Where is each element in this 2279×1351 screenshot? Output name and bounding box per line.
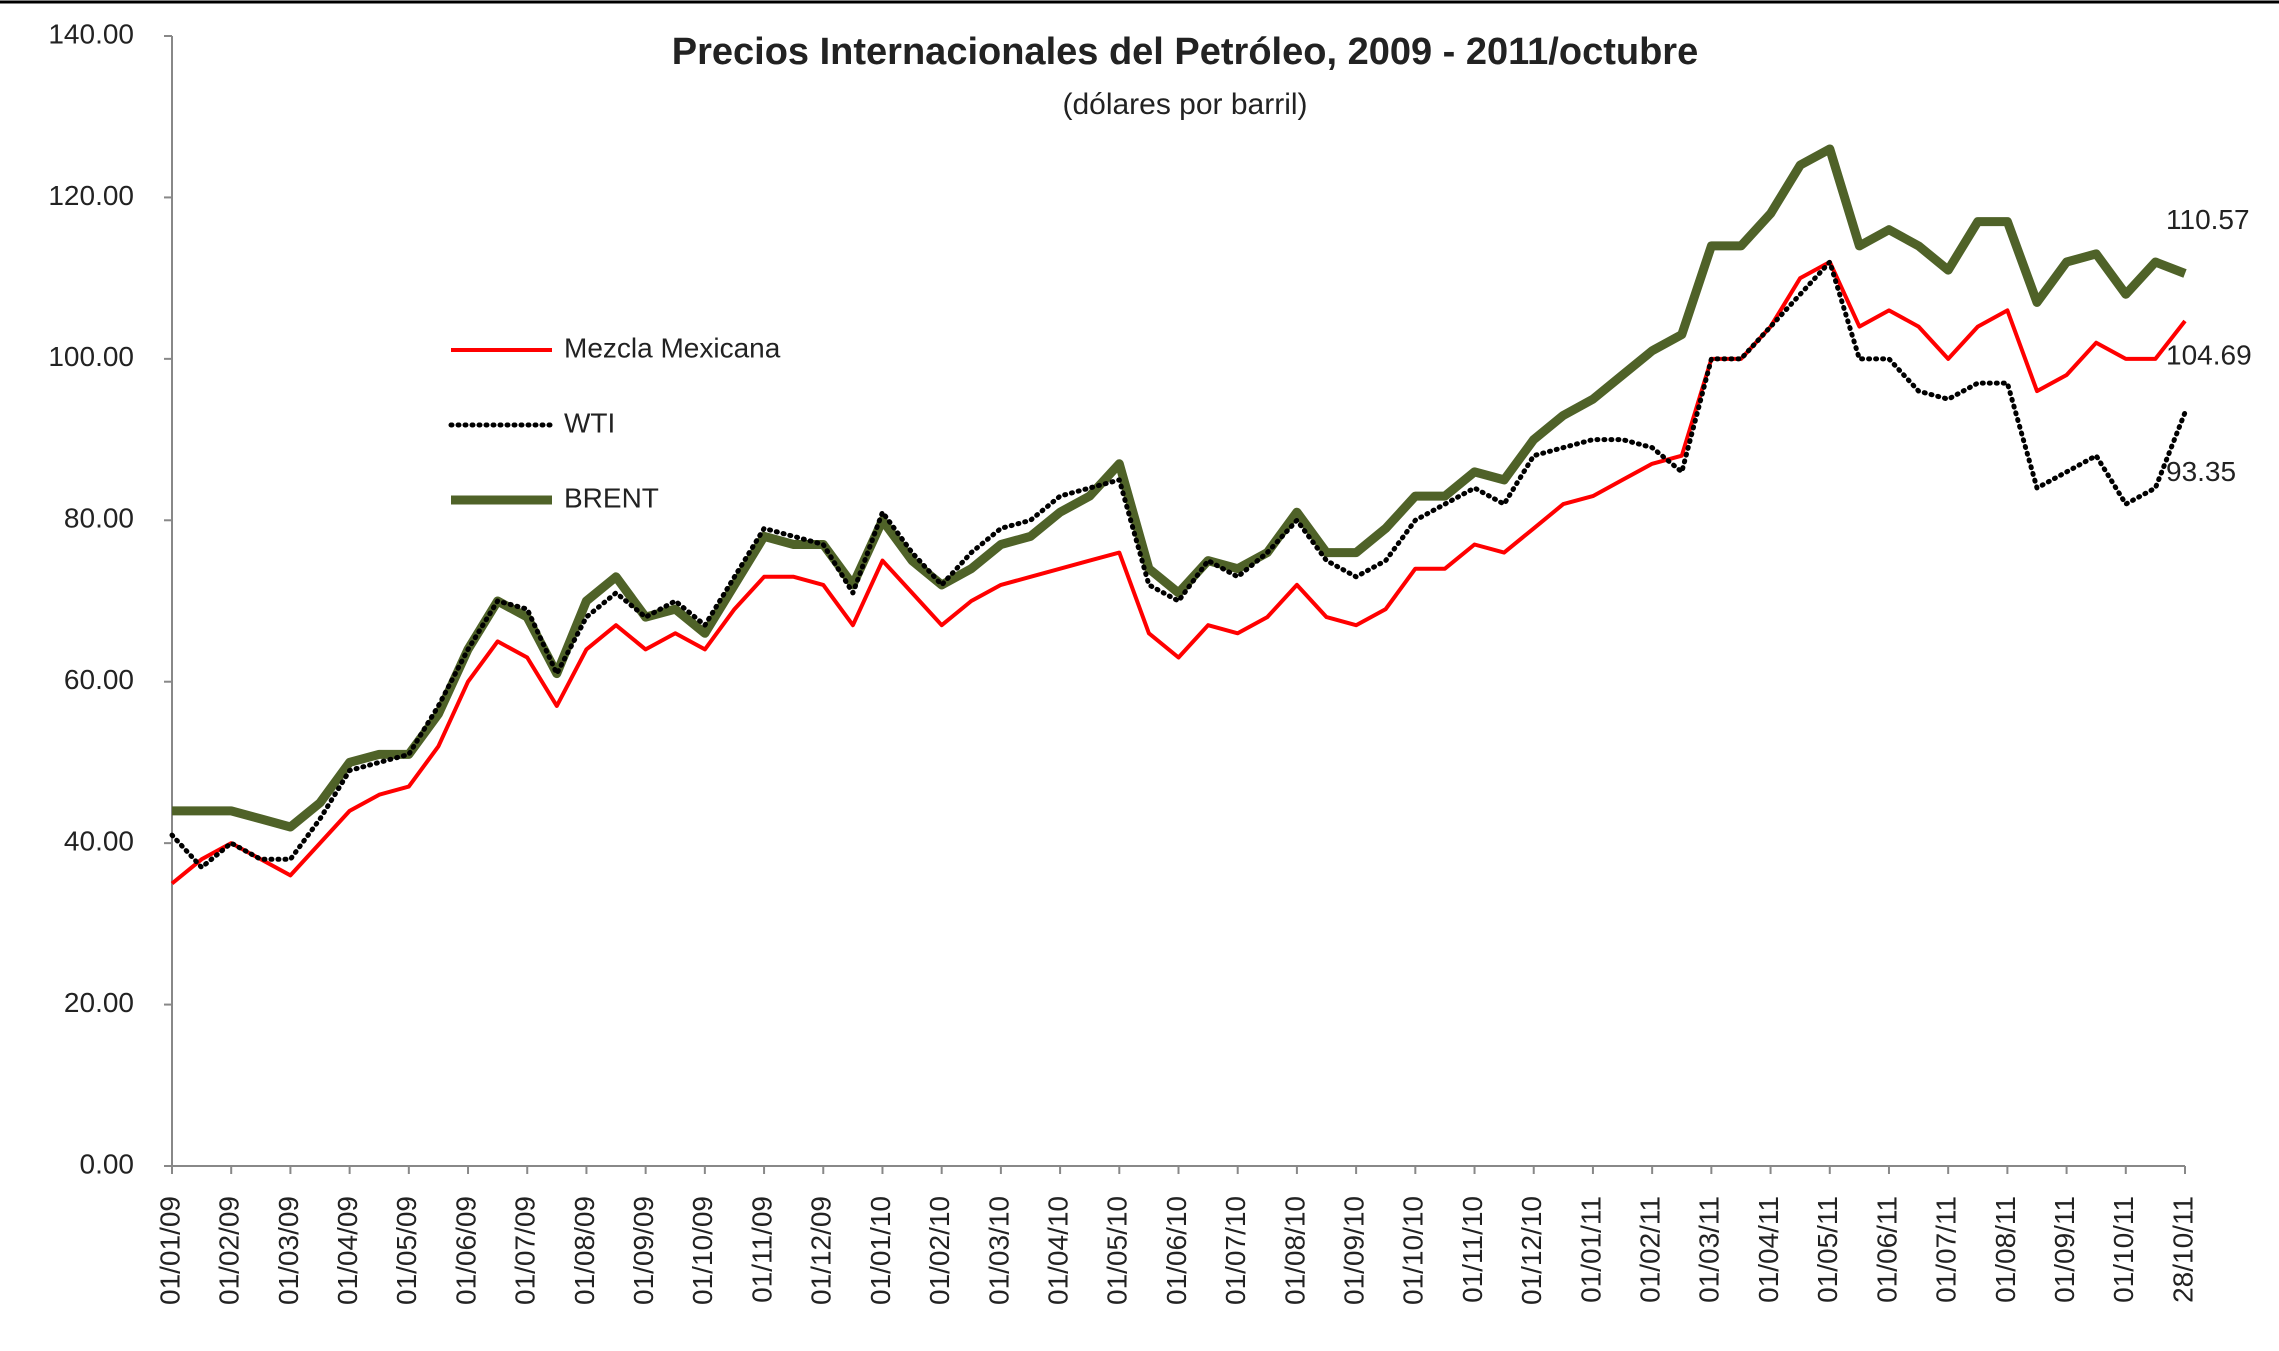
x-tick-label: 01/06/09 [450, 1196, 481, 1305]
chart-subtitle: (dólares por barril) [1062, 88, 1307, 121]
x-tick-label: 01/08/11 [1990, 1196, 2021, 1303]
x-tick-label: 01/10/09 [687, 1196, 718, 1305]
x-tick-label: 01/09/11 [2049, 1196, 2080, 1303]
y-tick-label: 20.00 [64, 987, 134, 1018]
end-value-label: 93.35 [2166, 456, 2236, 487]
x-tick-label: 01/04/10 [1042, 1196, 1073, 1305]
legend-label: BRENT [564, 482, 659, 513]
x-tick-label: 01/05/11 [1812, 1196, 1843, 1303]
y-tick-label: 140.00 [48, 18, 134, 49]
x-tick-label: 01/01/10 [865, 1196, 896, 1305]
x-tick-label: 01/08/10 [1279, 1196, 1310, 1305]
x-tick-label: 01/07/10 [1220, 1196, 1251, 1305]
x-tick-label: 01/04/11 [1753, 1196, 1784, 1303]
end-value-label: 110.57 [2166, 204, 2250, 235]
x-tick-label: 01/01/09 [154, 1196, 185, 1305]
x-tick-label: 01/07/09 [510, 1196, 541, 1305]
x-tick-label: 01/10/11 [2108, 1196, 2139, 1303]
y-tick-label: 60.00 [64, 664, 134, 695]
x-tick-label: 01/08/09 [569, 1196, 600, 1305]
y-tick-label: 40.00 [64, 826, 134, 857]
y-tick-label: 80.00 [64, 503, 134, 534]
y-tick-label: 0.00 [80, 1148, 135, 1179]
x-tick-label: 01/02/10 [924, 1196, 955, 1305]
series-line [170, 260, 2187, 886]
x-tick-label: 01/09/10 [1339, 1196, 1370, 1305]
x-tick-label: 01/04/09 [332, 1196, 363, 1305]
x-tick-label: 01/12/09 [806, 1196, 837, 1305]
x-tick-label: 01/05/10 [1102, 1196, 1133, 1305]
x-tick-label: 01/06/11 [1871, 1196, 1902, 1303]
x-tick-label: 28/10/11 [2167, 1196, 2198, 1303]
x-tick-label: 01/09/09 [628, 1196, 659, 1305]
x-tick-label: 01/06/10 [1161, 1196, 1192, 1305]
x-tick-label: 01/03/11 [1694, 1196, 1725, 1303]
x-tick-label: 01/10/10 [1398, 1196, 1429, 1305]
x-tick-label: 01/05/09 [391, 1196, 422, 1305]
x-tick-label: 01/01/11 [1575, 1196, 1606, 1303]
y-tick-label: 100.00 [48, 341, 134, 372]
chart-title: Precios Internacionales del Petróleo, 20… [672, 31, 1698, 73]
x-tick-label: 01/07/11 [1931, 1196, 1962, 1303]
x-tick-label: 01/11/09 [746, 1196, 777, 1303]
series-line [172, 144, 2187, 832]
end-value-label: 104.69 [2166, 339, 2252, 370]
series-line [169, 259, 2188, 870]
x-tick-label: 01/02/11 [1635, 1196, 1666, 1303]
legend-label: Mezcla Mexicana [564, 332, 781, 363]
x-tick-label: 01/03/10 [983, 1196, 1014, 1305]
y-tick-label: 120.00 [48, 180, 134, 211]
x-tick-label: 01/02/09 [214, 1196, 245, 1305]
legend-label: WTI [564, 407, 615, 438]
x-tick-label: 01/03/09 [273, 1196, 304, 1305]
x-tick-label: 01/11/10 [1457, 1196, 1488, 1303]
x-tick-label: 01/12/10 [1516, 1196, 1547, 1305]
